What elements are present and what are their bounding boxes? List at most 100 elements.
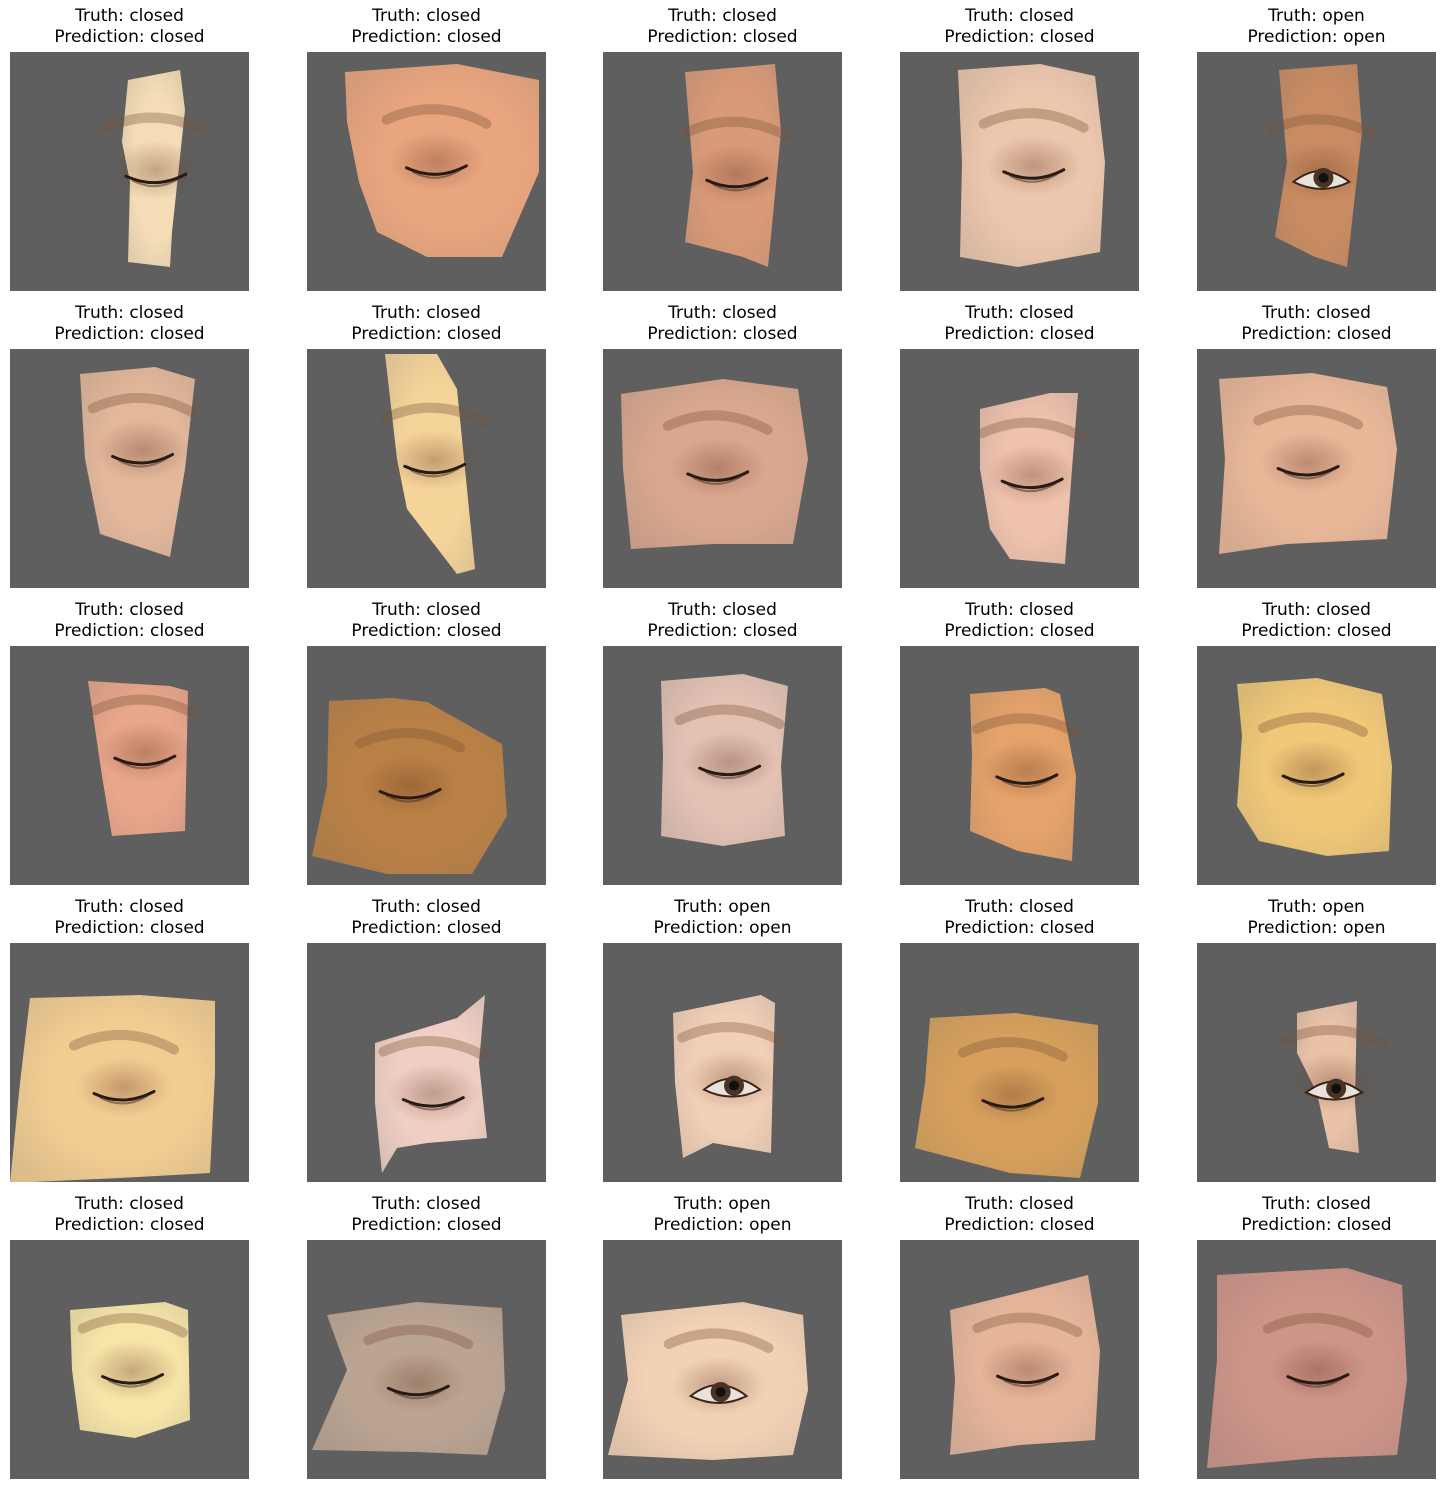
panel-caption: Truth: closed Prediction: closed [870,897,1169,939]
eyelash-line [410,467,460,478]
eye-socket-shadow [76,1057,172,1118]
pupil [1318,172,1329,183]
sample-panel: Truth: closed Prediction: closed [900,297,1139,594]
eye-render [1266,64,1377,267]
eye-render-image [10,52,249,291]
eye-socket-shadow [669,437,766,498]
eye-render-image [1197,943,1436,1182]
eye-render-image [603,349,842,588]
sample-panel: Truth: closed Prediction: closed [1197,1188,1436,1485]
prediction-label: Prediction: closed [1241,1215,1392,1235]
eye-socket-shadow [96,722,193,783]
eye-socket-shadow [1269,1340,1366,1401]
truth-label: Truth: closed [1262,1194,1371,1214]
eye-render-image [1197,52,1436,291]
eye-render [1237,678,1392,856]
eye-render [977,393,1088,564]
panel-caption: Truth: closed Prediction: closed [1167,600,1445,642]
eye-socket-shadow [84,1340,181,1401]
closed-eyelid [995,773,1059,785]
eye-socket-shadow [370,1352,467,1413]
truth-label: Truth: closed [75,1194,184,1214]
prediction-label: Prediction: closed [944,1215,1095,1235]
eye-render-image [10,943,249,1182]
eyelash-line [712,181,762,192]
prediction-label: Prediction: closed [351,27,502,47]
eyebrow [100,112,211,138]
eyebrow [957,1037,1068,1062]
eyebrow [87,392,198,418]
panel-caption: Truth: closed Prediction: closed [573,303,872,345]
panel-caption: Truth: closed Prediction: closed [277,6,576,48]
eyebrow [662,410,773,435]
eye-render [1207,1268,1407,1468]
eye-socket-shadow [94,420,191,481]
truth-label: Truth: closed [965,897,1074,917]
eyelash-line [1007,482,1057,493]
pupil [1331,1083,1342,1094]
panel-caption: Truth: closed Prediction: closed [277,600,576,642]
sample-panel: Truth: closed Prediction: closed [900,594,1139,891]
eye-render [608,1302,808,1460]
prediction-label: Prediction: closed [647,324,798,344]
closed-eyelid [1000,477,1064,490]
closed-eyelid [1276,465,1340,477]
eye-socket-shadow [984,445,1081,506]
eye-socket-shadow [107,140,204,201]
eye-socket-shadow [964,1064,1061,1125]
prediction-label: Prediction: closed [647,27,798,47]
panel-caption: Truth: closed Prediction: closed [870,600,1169,642]
eye-render-image [10,1240,249,1479]
panel-caption: Truth: closed Prediction: closed [573,6,872,48]
eye-render [1279,1001,1390,1153]
eye-render-image [900,646,1139,885]
eyelash-line [1003,1377,1053,1388]
eye-socket-shadow [386,430,483,491]
closed-eyelid [403,462,467,475]
prediction-label: Prediction: closed [351,621,502,641]
eyelash-line [693,475,743,485]
sample-panel: Truth: open Prediction: open [1197,891,1436,1188]
eye-render-image [900,52,1139,291]
eyelash-line [99,1094,149,1105]
truth-label: Truth: closed [668,303,777,323]
eye-render-image [603,52,842,291]
eye-render [100,70,211,267]
prediction-label: Prediction: closed [944,27,1095,47]
closed-eyelid [101,1373,165,1385]
eyelash-line [131,177,181,188]
eye-socket-shadow [979,1340,1076,1401]
eye-socket-shadow [388,131,485,192]
truth-label: Truth: closed [75,6,184,26]
eye-render-image [1197,349,1436,588]
sample-panel: Truth: closed Prediction: closed [900,1188,1139,1485]
sample-panel: Truth: closed Prediction: closed [900,891,1139,1188]
prediction-label: Prediction: closed [351,918,502,938]
prediction-label: Prediction: closed [54,324,205,344]
eye-render [379,354,490,574]
truth-label: Truth: closed [372,303,481,323]
eye-render-image [603,646,842,885]
truth-label: Truth: closed [1262,600,1371,620]
eyebrow [1266,114,1377,139]
eyebrow [972,1312,1083,1338]
closed-eyelid [996,1372,1059,1385]
closed-eyelid [1002,168,1066,180]
panel-caption: Truth: closed Prediction: closed [277,1194,576,1236]
closed-eyelid [705,176,769,189]
truth-label: Truth: closed [668,600,777,620]
eyebrow [378,1035,489,1061]
prediction-label: Prediction: closed [944,621,1095,641]
closed-eyelid [378,787,442,800]
eye-render-image [900,1240,1139,1479]
eyebrow [977,417,1088,443]
panel-caption: Truth: closed Prediction: closed [277,897,576,939]
prediction-label: Prediction: closed [54,1215,205,1235]
truth-label: Truth: closed [965,303,1074,323]
sample-panel: Truth: closed Prediction: closed [1197,297,1436,594]
truth-label: Truth: open [674,1194,771,1214]
truth-label: Truth: open [1268,897,1365,917]
eyelash-line [1288,777,1338,787]
panel-caption: Truth: open Prediction: open [573,897,872,939]
prediction-label: Prediction: open [1247,27,1386,47]
